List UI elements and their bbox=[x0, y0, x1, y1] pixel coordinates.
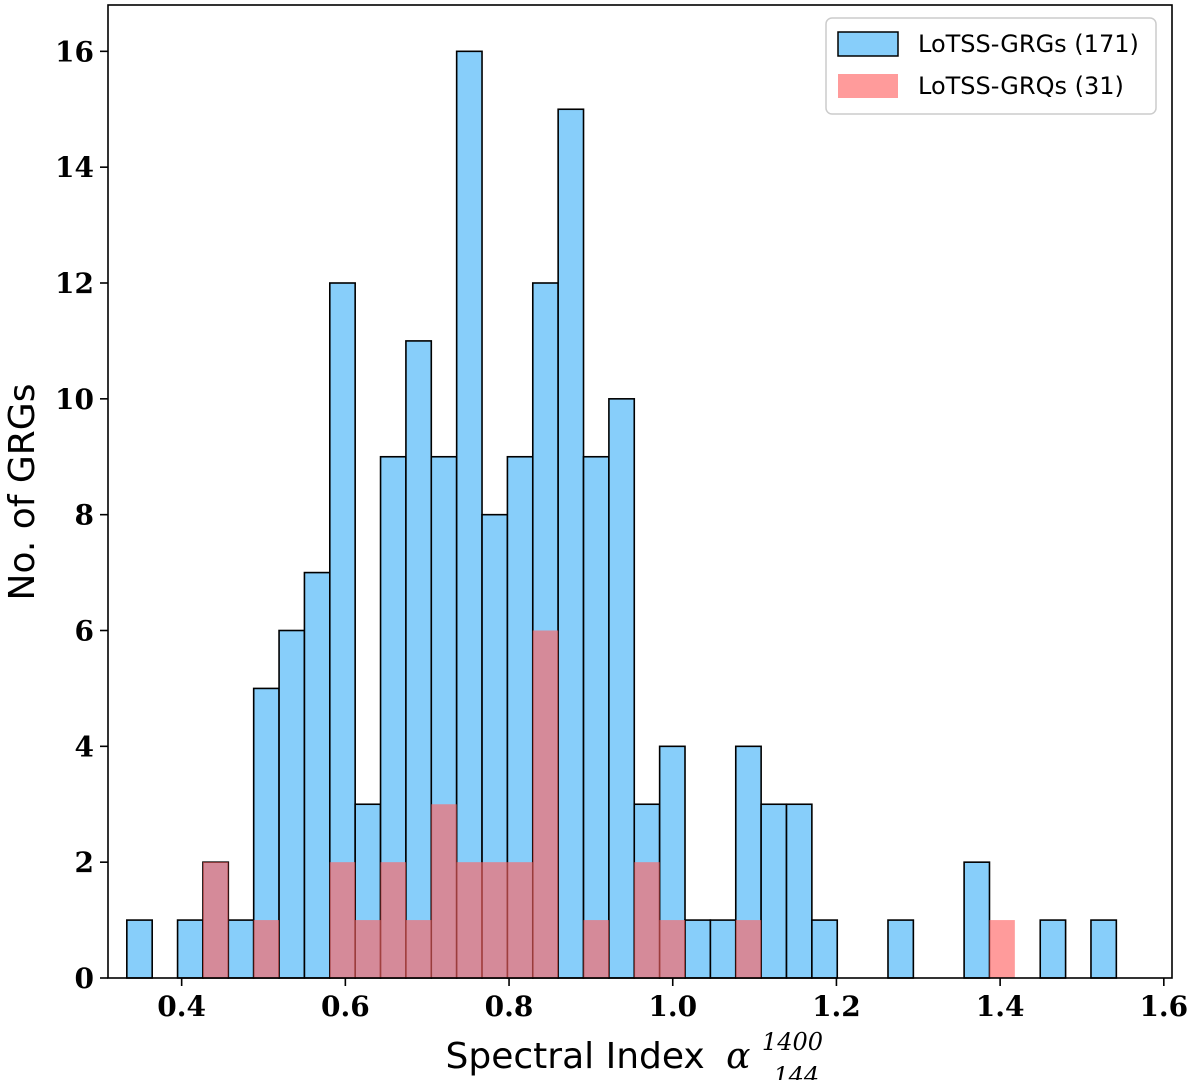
legend-label-grq: LoTSS-GRQs (31) bbox=[918, 72, 1124, 100]
legend-frame bbox=[825, 17, 1157, 115]
grg-bar-18 bbox=[608, 398, 636, 979]
grg-bar-16 bbox=[557, 108, 585, 979]
grq-bar-4 bbox=[380, 862, 406, 978]
grg-bar-26 bbox=[811, 919, 839, 979]
grg-bar-10 bbox=[405, 340, 433, 979]
grq-bar-10 bbox=[532, 630, 559, 978]
legend-label-grg: LoTSS-GRGs (171) bbox=[918, 30, 1139, 58]
grq-bar-12 bbox=[634, 862, 660, 978]
y-tick-label-0: 0 bbox=[75, 962, 94, 995]
grq-bar-8 bbox=[482, 862, 508, 978]
y-tick-label-1: 2 bbox=[75, 846, 94, 879]
legend: LoTSS-GRGs (171) LoTSS-GRQs (31) bbox=[825, 17, 1157, 115]
grg-bar-29 bbox=[1039, 919, 1067, 979]
grg-bar-5 bbox=[278, 629, 306, 979]
grg-bar-28 bbox=[963, 861, 991, 979]
y-tick-label-7: 14 bbox=[55, 151, 94, 184]
grg-bar-25 bbox=[785, 803, 813, 979]
legend-swatch-grg bbox=[837, 31, 899, 57]
x-tick-label-6: 1.6 bbox=[1139, 990, 1188, 1023]
x-axis-label: Spectral Index α 1400 144 bbox=[446, 1018, 835, 1080]
x-axis-label-superscript: 1400 bbox=[762, 1028, 823, 1056]
grq-bar-5 bbox=[405, 920, 432, 978]
grg-bar-3 bbox=[227, 919, 255, 979]
x-tick-label-2: 0.8 bbox=[485, 990, 534, 1023]
x-axis-label-symbol: α bbox=[726, 1036, 750, 1077]
y-axis-label: No. of GRGs bbox=[2, 384, 43, 601]
x-tick-label-3: 1.0 bbox=[648, 990, 697, 1023]
grg-bar-1 bbox=[176, 919, 204, 979]
x-tick-label-1: 0.6 bbox=[321, 990, 370, 1023]
grq-bar-3 bbox=[355, 920, 381, 978]
y-tick-label-3: 6 bbox=[75, 615, 94, 648]
y-tick-label-2: 4 bbox=[75, 730, 94, 763]
grg-bar-22 bbox=[709, 919, 737, 979]
x-axis-label-text: Spectral Index bbox=[446, 1036, 705, 1077]
x-axis-ticks: 0.4 0.6 0.8 1.0 1.2 1.4 1.6 bbox=[157, 978, 1188, 1023]
grg-bar-17 bbox=[582, 455, 610, 979]
grg-bar-12 bbox=[455, 50, 483, 979]
grq-bar-14 bbox=[735, 920, 762, 978]
y-tick-label-8: 16 bbox=[55, 35, 94, 68]
grq-bars bbox=[202, 630, 1015, 978]
grg-bar-30 bbox=[1090, 919, 1118, 979]
grq-bar-9 bbox=[507, 862, 533, 978]
y-tick-label-6: 12 bbox=[55, 267, 94, 300]
grg-bar-24 bbox=[760, 803, 788, 979]
x-tick-label-4: 1.2 bbox=[812, 990, 861, 1023]
plot-frame bbox=[107, 4, 1173, 979]
y-axis-ticks: 0 2 4 6 8 10 12 14 16 bbox=[55, 35, 108, 995]
grq-bar-15 bbox=[989, 920, 1015, 978]
grg-bar-27 bbox=[887, 919, 915, 979]
x-tick-label-0: 0.4 bbox=[157, 990, 206, 1023]
x-axis-label-subscript: 144 bbox=[773, 1062, 819, 1080]
grg-bars bbox=[126, 50, 1118, 979]
grg-bar-0 bbox=[126, 919, 153, 979]
legend-swatch-grq bbox=[838, 74, 898, 98]
x-tick-label-5: 1.4 bbox=[976, 990, 1025, 1023]
grq-bar-13 bbox=[659, 920, 686, 978]
grq-bar-0 bbox=[202, 862, 229, 978]
y-tick-label-5: 10 bbox=[55, 383, 94, 416]
grq-bar-1 bbox=[253, 920, 280, 978]
grq-bar-6 bbox=[431, 804, 457, 978]
grg-bar-6 bbox=[303, 571, 331, 979]
grg-bar-21 bbox=[684, 919, 712, 979]
grq-bar-11 bbox=[583, 920, 609, 978]
grq-bar-2 bbox=[329, 862, 356, 978]
y-tick-label-4: 8 bbox=[75, 499, 94, 532]
grq-bar-7 bbox=[456, 862, 483, 978]
